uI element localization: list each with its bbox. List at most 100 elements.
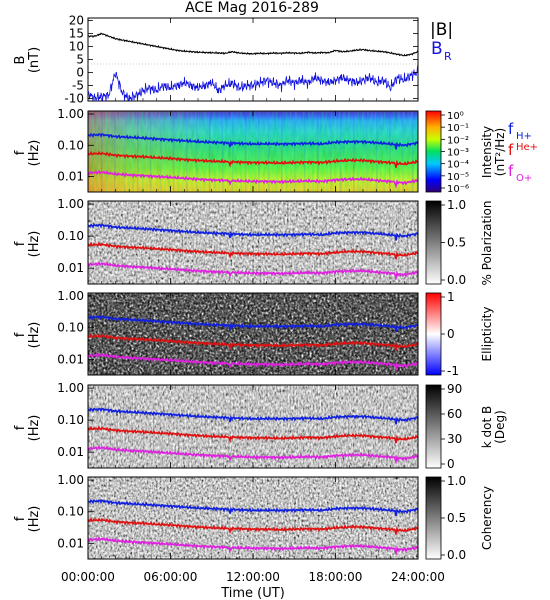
b-ytick-label: 5	[76, 53, 84, 67]
intensity-streak	[182, 111, 184, 192]
intensity-streak	[290, 111, 292, 192]
colorbar-tick-label: 0.5	[447, 236, 466, 250]
intensity-heatmap	[88, 111, 418, 192]
fhe-line	[88, 425, 418, 444]
legend-btotal: |B|	[430, 20, 453, 40]
intensity-streak	[250, 111, 252, 192]
ytick-label: 1.00	[57, 197, 84, 211]
colorbar-tick-label: 0	[447, 327, 455, 341]
ytick-label: 0.01	[57, 261, 84, 275]
intensity-streak	[213, 111, 215, 192]
xtick-label: 00:00:00	[61, 570, 115, 584]
intensity-streak	[326, 111, 328, 192]
intensity-streak	[285, 111, 287, 192]
colorbar-tick-label: 10⁻³	[447, 148, 469, 159]
intensity-streak	[362, 111, 364, 192]
legend-br-label: B	[431, 39, 443, 59]
intensity-streak	[389, 111, 391, 192]
polarization-yticks: 1.00 0.10 0.01	[57, 197, 94, 275]
intensity-streak	[267, 111, 269, 192]
intensity-streak	[272, 111, 274, 192]
intensity-streak	[142, 111, 144, 192]
intensity-streak	[124, 111, 126, 192]
intensity-streak	[159, 111, 161, 192]
intensity-streak	[299, 111, 301, 192]
intensity-streak	[123, 111, 125, 192]
intensity-streak	[322, 111, 324, 192]
intensity-streak	[403, 111, 405, 192]
ytick-label: 1.00	[57, 107, 84, 121]
intensity-streak	[141, 111, 143, 192]
intensity-streak	[308, 111, 310, 192]
fh-line	[88, 407, 418, 425]
intensity-streak	[245, 111, 247, 192]
colorbar-tick-label: 1.0	[447, 198, 466, 212]
intensity-streak	[348, 111, 350, 192]
intensity-streak	[218, 111, 220, 192]
intensity-streak	[133, 111, 135, 192]
fhe-line	[88, 333, 418, 351]
x-axis: 00:00:00 06:00:00 12:00:00 18:00:00 24:00:00	[61, 18, 445, 584]
intensity-streak	[393, 111, 395, 192]
intensity-streak	[407, 111, 409, 192]
intensity-colorbar-label: Intensity	[480, 126, 494, 178]
intensity-streak	[241, 111, 243, 192]
ytick-label: 1.00	[57, 289, 84, 303]
intensity-streak	[330, 111, 332, 192]
intensity-streak	[151, 111, 153, 192]
intensity-streak	[97, 111, 99, 192]
intensity-streak	[150, 111, 152, 192]
intensity-streak	[223, 111, 225, 192]
colorbar-tick-label: 1.0	[447, 474, 466, 488]
intensity-yticks: 1.00 0.10 0.01	[57, 107, 94, 184]
ytick-label: 0.01	[57, 445, 84, 459]
ytick-label: 1.00	[57, 381, 84, 395]
colorbar-tick-label: 0.0	[447, 273, 466, 287]
intensity-streak	[105, 111, 107, 192]
colorbar-tick-label: 10⁻²	[447, 135, 469, 146]
ytick-label: 1.00	[57, 473, 84, 487]
fh-line	[88, 499, 418, 517]
intensity-streak	[376, 111, 378, 192]
cyclotron-lines	[88, 407, 418, 465]
colorbar-tick-label: 10⁻¹	[447, 123, 469, 134]
coherency-heatmap	[88, 477, 418, 559]
intensity-streak	[200, 111, 202, 192]
intensity-streak	[375, 111, 377, 192]
xtick-label: 06:00:00	[144, 570, 198, 584]
intensity-streak	[412, 111, 414, 192]
fo-line	[88, 169, 418, 189]
panel-coherency: 1.00 0.10 0.01 f (Hz) 1.0 0.5 0.0 Coherency	[13, 473, 494, 562]
intensity-streak	[340, 111, 342, 192]
panel-ellipticity: 1.00 0.10 0.01 f (Hz) 1 0 -1 Ellipticity	[13, 289, 494, 378]
intensity-streak	[195, 111, 197, 192]
plot-frame	[87, 17, 419, 102]
chart-title: ACE Mag 2016-289	[185, 0, 319, 16]
intensity-streak	[349, 111, 351, 192]
intensity-streak	[294, 111, 296, 192]
panel-intensity: 1.000.100.01 f (Hz) 10⁰10⁻¹10⁻²10⁻³10⁻⁴1…	[13, 107, 538, 195]
kdotb-colorbar-unit: (Deg)	[493, 410, 507, 444]
intensity-streak	[371, 111, 373, 192]
intensity-streak	[317, 111, 319, 192]
intensity-streak	[168, 111, 170, 192]
intensity-streaks	[88, 111, 418, 192]
b-series-group	[88, 32, 418, 101]
colorbar-tick-label: 10⁰	[447, 111, 464, 122]
intensity-streak	[313, 111, 315, 192]
cyclotron-lines	[88, 132, 418, 189]
b-ytick-label: -10	[64, 91, 84, 105]
polarization-heatmap	[88, 201, 418, 284]
intensity-streak	[353, 111, 355, 192]
legend-fh-sub: H+	[516, 131, 532, 142]
intensity-streak	[331, 111, 333, 192]
legend-fhe: f	[508, 141, 514, 159]
ellipticity-ylabel: f	[13, 332, 28, 337]
coherency-yunit: (Hz)	[27, 506, 42, 533]
intensity-streak	[357, 111, 359, 192]
intensity-streak	[205, 111, 207, 192]
xtick-label: 24:00:00	[391, 570, 445, 584]
intensity-streak	[196, 111, 198, 192]
intensity-streak	[88, 111, 90, 192]
